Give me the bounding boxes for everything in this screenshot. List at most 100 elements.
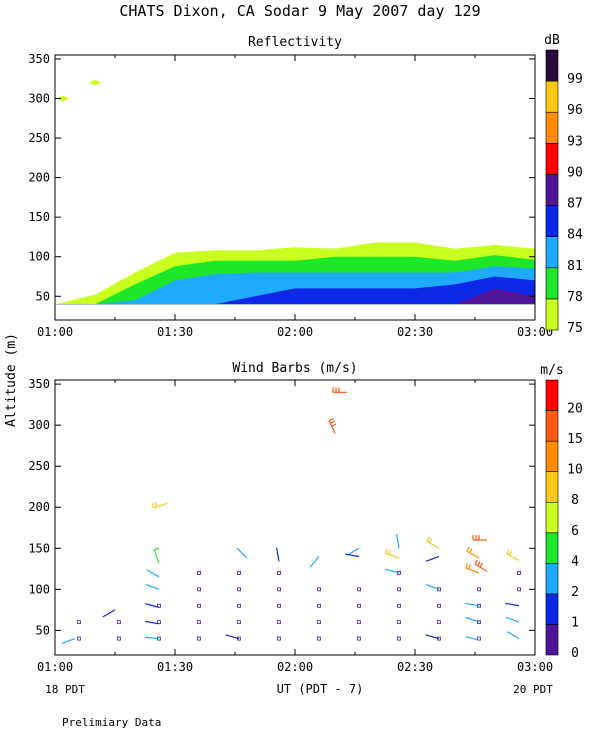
wind-barb-feather <box>154 501 158 508</box>
wind-barb-shaft <box>345 553 360 558</box>
wind-barb-feather <box>476 561 481 567</box>
x-tick-label: 01:30 <box>157 660 193 674</box>
wind-barb <box>395 534 400 549</box>
wind-barb <box>151 501 168 509</box>
wind-barb-shaft <box>426 540 440 549</box>
x-tick-label: 02:30 <box>397 325 433 339</box>
colorbar-swatch <box>545 111 559 144</box>
wind-barb-feather <box>506 548 510 554</box>
x-tick-label: 01:30 <box>157 325 193 339</box>
colorbar-level-label: 15 <box>567 432 583 447</box>
wind-barb-shaft <box>506 631 520 640</box>
wind-barb-shaft <box>505 602 520 607</box>
wind-barb-feather <box>474 559 478 565</box>
wind-barb <box>328 418 337 434</box>
y-tick-label: 300 <box>28 418 50 432</box>
calm-point <box>397 603 401 608</box>
wind-barbs-plot-area <box>61 387 521 644</box>
wind-barb <box>465 616 480 623</box>
colorbar-swatch <box>545 501 559 534</box>
calm-point <box>277 603 281 608</box>
reflectivity-colorbar: 75 78 81 84 87 90 93 96 99 dB <box>544 33 583 336</box>
y-tick-label: 100 <box>28 250 50 264</box>
wind-barb-shaft <box>395 534 400 549</box>
colorbar-level-label: 93 <box>567 134 583 149</box>
wind-barb <box>465 636 480 641</box>
wind-barb-shaft <box>474 563 488 572</box>
colorbar-swatch <box>545 205 559 237</box>
wind-barb-shaft <box>61 638 76 644</box>
wind-barb <box>385 548 400 559</box>
wind-barb-shaft <box>275 547 280 562</box>
colorbar-level-label: 96 <box>567 103 583 118</box>
wind-barb-shaft <box>225 634 240 640</box>
colorbar-level-label: 1 <box>571 615 579 630</box>
y-tick-label: 50 <box>36 623 50 637</box>
y-tick-label: 200 <box>28 500 50 514</box>
colorbar-level-label: 90 <box>567 165 583 180</box>
wind-barb-shaft <box>146 569 160 578</box>
colorbar-level-label: 78 <box>567 290 583 305</box>
colorbar-level-label: 0 <box>571 646 579 661</box>
calm-point <box>237 587 241 592</box>
colorbar-level-label: 10 <box>567 463 583 478</box>
x-tick-label: 02:30 <box>397 660 433 674</box>
y-axis-label: Altitude (m) <box>4 333 19 427</box>
wind-barb <box>153 547 160 564</box>
y-tick-label: 100 <box>28 582 50 596</box>
colorbar-swatch <box>545 143 559 175</box>
calm-point <box>397 620 401 625</box>
calm-point <box>317 603 321 608</box>
reflectivity-axes: 50 100 150 200 250 300 350 01:00 01:30 02:00 02:30… <box>28 52 553 339</box>
colorbar-level-label: 87 <box>567 197 583 212</box>
colorbar-unit: m/s <box>540 363 563 378</box>
calm-point <box>357 636 361 641</box>
reflectivity-contour-87 <box>55 288 535 305</box>
y-tick-label: 150 <box>28 210 50 224</box>
x-tick-label: 02:00 <box>277 325 313 339</box>
wind-barb-shaft <box>145 583 160 590</box>
wind-barb-shaft <box>465 616 480 623</box>
x-tick-label: 02:00 <box>277 660 313 674</box>
x-tick-label: 03:00 <box>517 660 553 674</box>
wind-barb-feather <box>479 562 484 568</box>
wind-barb-shaft <box>309 556 320 568</box>
calm-point <box>77 620 81 625</box>
wind-barb-shaft <box>466 550 480 559</box>
wind-barb <box>425 583 440 590</box>
wind-barb-shaft <box>505 616 520 623</box>
wind-barb-shaft <box>465 567 480 574</box>
calm-point <box>117 636 121 641</box>
wind-barb-feather <box>466 546 470 552</box>
calm-point <box>437 620 441 625</box>
wind-barb <box>474 559 488 572</box>
colorbar-swatch <box>545 298 559 331</box>
wind-barb <box>465 602 480 607</box>
wind-barb <box>472 535 487 541</box>
end-time-label: 20 PDT <box>513 683 553 696</box>
wind-barb-shaft <box>102 609 116 618</box>
colorbar-swatch <box>545 49 559 82</box>
wind-barb <box>506 548 520 562</box>
wind-barb-feather <box>388 549 391 555</box>
calm-point <box>277 587 281 592</box>
colorbar-unit: dB <box>544 33 560 48</box>
calm-point <box>437 603 441 608</box>
y-tick-label: 250 <box>28 459 50 473</box>
x-tick-label: 03:00 <box>517 325 553 339</box>
wind-barbs-title: Wind Barbs (m/s) <box>232 361 357 376</box>
colorbar-level-label: 8 <box>571 493 579 508</box>
calm-point <box>317 620 321 625</box>
y-tick-label: 350 <box>28 377 50 391</box>
wind-barb-shaft <box>385 568 400 574</box>
colorbar-swatch <box>545 267 559 300</box>
calm-point <box>197 636 201 641</box>
colorbar-swatch <box>545 624 559 656</box>
calm-point <box>197 571 201 575</box>
wind-barb-shaft <box>328 420 336 434</box>
colorbar-swatch <box>545 532 559 564</box>
reflectivity-contour-84 <box>55 276 535 305</box>
wind-barb <box>332 387 347 393</box>
wind-barb <box>505 602 520 607</box>
